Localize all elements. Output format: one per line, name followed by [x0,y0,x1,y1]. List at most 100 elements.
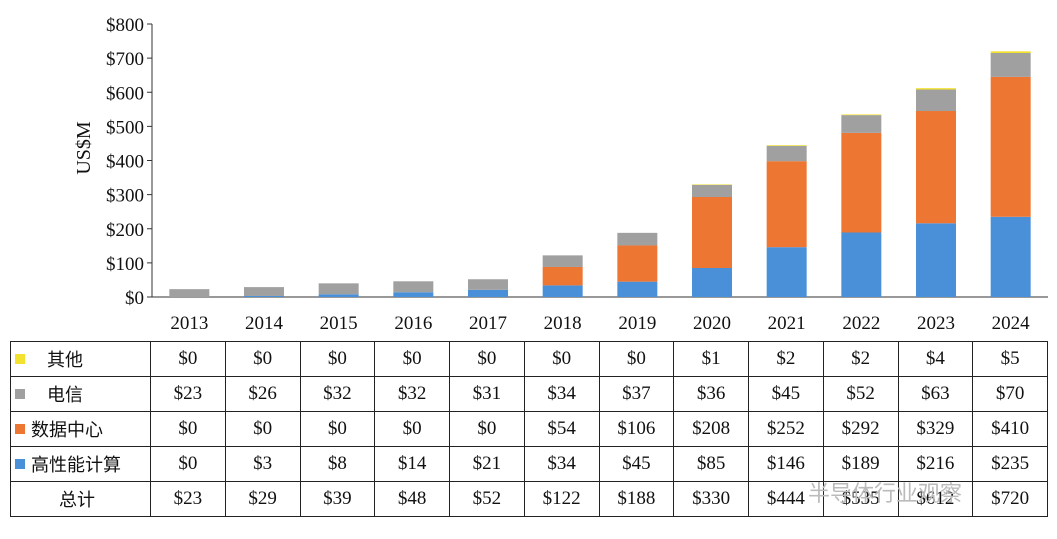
x-tick-label: 2019 [618,313,656,334]
table-cell: $330 [673,481,749,517]
y-tick-label: $600 [106,83,144,104]
table-cell: $23 [150,481,226,517]
row-label: 其他 [10,341,151,377]
x-tick-label: 2020 [693,313,731,334]
y-tick-label: $300 [106,186,144,207]
table-cell: $36 [673,376,749,412]
bar-segment [692,267,732,297]
bar-segment [393,281,434,293]
bar-segment [244,287,284,296]
x-tick-label: 2014 [245,313,284,334]
bar-segment [766,145,807,146]
x-tick-label: 2015 [320,313,358,334]
bar-segment [916,89,956,112]
table-cell: $0 [299,341,376,377]
legend-label: 其他 [47,350,83,371]
table-cell: $8 [299,446,376,482]
bar-segment [542,285,583,297]
table-cell: $45 [748,376,824,412]
bar-segment [916,88,956,90]
table-cell: $34 [523,446,600,482]
x-tick-label: 2021 [768,313,806,334]
table-cell: $26 [224,376,301,412]
table-cell: $5 [972,341,1048,377]
table-cell: $0 [150,341,226,377]
bar-segment [692,184,732,198]
row-label: 电信 [10,376,151,412]
table-cell: $45 [598,446,675,482]
bar-segment [169,289,210,297]
bar-segment [468,279,508,290]
table-cell: $535 [822,481,899,517]
table-cell: $146 [748,446,824,482]
table-cell: $216 [897,446,974,482]
table-cell: $32 [299,376,376,412]
table-cell: $292 [822,411,899,447]
table-row-total: 总计 $23 $29 $39 $48 $52 $122 $188 $330 $444 $535 $61… [10,481,1048,517]
table-cell: $235 [972,446,1048,482]
y-tick-label: $100 [106,254,144,275]
bar-segment [916,223,956,297]
legend-swatch [15,354,25,364]
table-cell: $0 [523,341,600,377]
y-tick-label: $200 [106,220,144,241]
table-cell: $3 [224,446,301,482]
table-cell: $612 [897,481,974,517]
table-cell: $29 [224,481,301,517]
table-cell: $0 [224,341,301,377]
table-cell: $32 [374,376,450,412]
x-tick-label: 2022 [842,313,880,334]
x-tick-label: 2018 [544,313,582,334]
bar-segment [468,289,508,297]
table-cell: $0 [150,446,226,482]
table-cell: $31 [449,376,525,412]
x-tick-label: 2013 [170,313,208,334]
bar-segment [244,295,284,297]
table-cell: $85 [673,446,749,482]
y-axis: $0 $100 $200 $300 $400 $500 $600 $700 $800 [106,15,153,309]
bar-segment [990,216,1031,297]
bar-segment [841,114,882,116]
table-cell: $208 [673,411,749,447]
table-cell: $0 [598,341,675,377]
table-cell: $0 [449,341,525,377]
table-cell: $52 [822,376,899,412]
bar-segment [318,283,359,295]
table-cell: $52 [449,481,525,517]
table-row: 高性能计算 $0 $3 $8 $14 $21 $34 $45 $85 $146 $189 $216 $2… [10,446,1048,482]
bar-segment [692,184,732,185]
legend-swatch [15,424,25,434]
bar-segment [841,115,882,133]
bar-segment [766,145,807,162]
bars [169,51,1031,297]
bar-segment [393,292,434,297]
x-axis: 2013 2014 2015 2016 2017 2018 2019 2020 2021 2022… [152,296,1048,334]
bar-segment [766,161,807,248]
y-tick-label: $400 [106,152,144,173]
table-cell: $0 [374,411,450,447]
bar-segment [916,111,956,224]
bar-segment [990,53,1031,77]
table-cell: $1 [673,341,749,377]
data-table: 其他 $0 $0 $0 $0 $0 $0 $0 $1 $2 $2 $4 $5 电信 $23 $26 $32 $32… [10,341,1048,517]
table-cell: $410 [972,411,1048,447]
bar-segment [841,232,882,297]
bar-segment [766,247,807,297]
y-tick-label: $500 [106,117,144,138]
table-cell: $34 [523,376,600,412]
table-cell: $329 [897,411,974,447]
y-tick-label: $800 [106,15,144,36]
table-cell: $252 [748,411,824,447]
bar-segment [617,232,658,246]
table-row: 数据中心 $0 $0 $0 $0 $0 $54 $106 $208 $252 $292 $329 $41… [10,411,1048,447]
table-cell: $189 [822,446,899,482]
table-cell: $0 [299,411,376,447]
table-cell: $122 [523,481,600,517]
y-tick-label: $0 [125,288,144,309]
table-cell: $21 [449,446,525,482]
bar-segment [542,266,583,286]
x-tick-label: 2023 [917,313,955,334]
y-axis-title: US$M [73,121,95,175]
table-cell: $106 [598,411,675,447]
bar-segment [692,197,732,268]
